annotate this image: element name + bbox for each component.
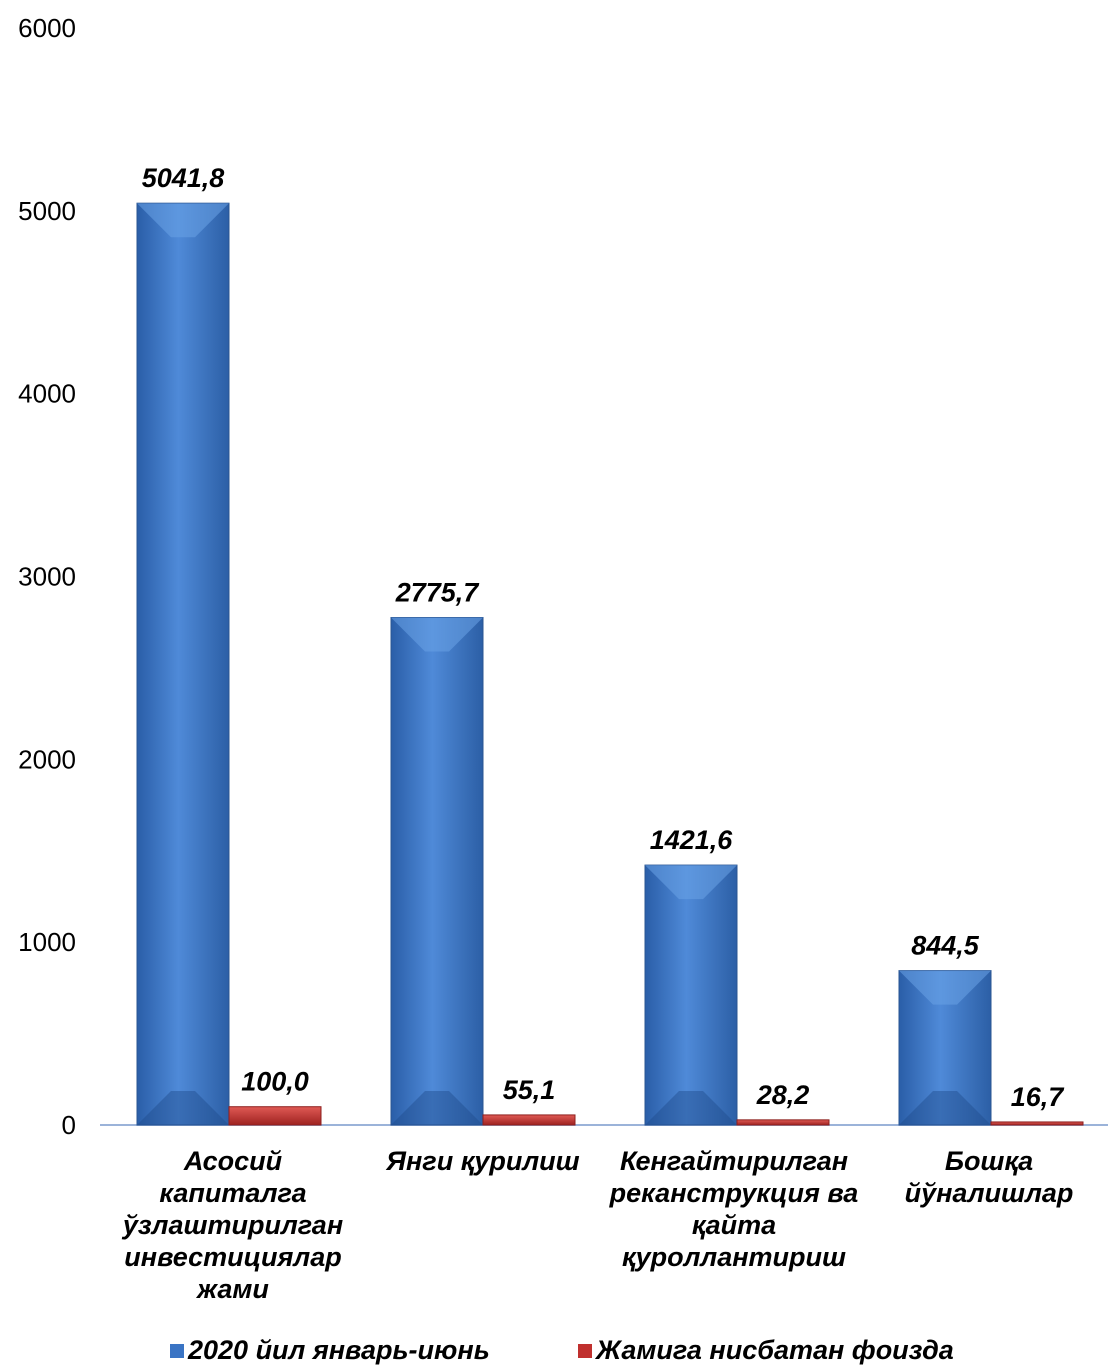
bar-percent bbox=[990, 1121, 1084, 1126]
y-tick-label: 6000 bbox=[18, 13, 76, 43]
bar-bevel-bottom bbox=[899, 1091, 991, 1125]
bar-main bbox=[136, 202, 230, 1126]
legend: 2020 йил январь-июнь Жамига нисбатан фои… bbox=[0, 1335, 1108, 1367]
y-tick-label: 3000 bbox=[18, 562, 76, 592]
data-labels: 5041,8 2775,7 1421,6 844,5 100,0 55,1 28,2 16,7 bbox=[142, 163, 1066, 1112]
bar-percent bbox=[482, 1114, 576, 1126]
data-label: 16,7 bbox=[1011, 1082, 1066, 1112]
legend-label: 2020 йил январь-июнь bbox=[188, 1335, 490, 1365]
bar-bevel-top bbox=[645, 865, 737, 900]
legend-item: 2020 йил январь-июнь bbox=[170, 1335, 490, 1366]
y-tick-label: 1000 bbox=[18, 927, 76, 957]
bar-bevel-top bbox=[137, 203, 229, 238]
bar-bevel-bottom bbox=[645, 1091, 737, 1125]
data-label: 100,0 bbox=[241, 1067, 309, 1097]
y-tick-label: 4000 bbox=[18, 379, 76, 409]
bar-main bbox=[644, 864, 738, 1126]
data-label: 55,1 bbox=[503, 1075, 556, 1105]
data-label: 2775,7 bbox=[395, 578, 481, 608]
bar-bevel-top bbox=[391, 617, 483, 652]
data-label: 5041,8 bbox=[142, 163, 225, 193]
legend-swatch-blue bbox=[170, 1343, 184, 1358]
bar-percent bbox=[228, 1106, 322, 1126]
category-label: Янги қурилиш bbox=[386, 1146, 580, 1176]
category-label: Асосий капиталга ўзлаштирилган инвестици… bbox=[122, 1146, 344, 1304]
bar-main bbox=[390, 617, 484, 1126]
bar-percent bbox=[736, 1119, 830, 1126]
y-tick-label: 5000 bbox=[18, 196, 76, 226]
y-tick-label: 0 bbox=[62, 1110, 76, 1140]
data-label: 1421,6 bbox=[650, 825, 734, 855]
data-label: 28,2 bbox=[756, 1080, 810, 1110]
data-label: 844,5 bbox=[911, 931, 980, 961]
legend-item: Жамига нисбатан фоизда bbox=[578, 1335, 954, 1366]
y-axis-ticks: 0 1000 2000 3000 4000 5000 6000 bbox=[18, 13, 76, 1140]
category-label: Кенгайтирилган реканструкция ва қайта қу… bbox=[609, 1146, 859, 1272]
bar-bevel-top bbox=[899, 970, 991, 1005]
bar-bevel-bottom bbox=[137, 1091, 229, 1125]
bars bbox=[136, 202, 1084, 1126]
bar-bevel-bottom bbox=[391, 1091, 483, 1125]
category-label: Бошқа йўналишлар bbox=[904, 1146, 1074, 1208]
legend-label: Жамига нисбатан фоизда bbox=[596, 1335, 954, 1365]
y-tick-label: 2000 bbox=[18, 744, 76, 774]
legend-swatch-red bbox=[578, 1343, 592, 1358]
